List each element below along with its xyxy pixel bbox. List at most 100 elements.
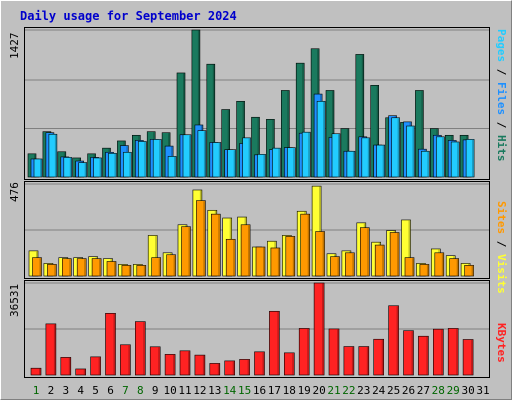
bar-shade <box>39 258 41 276</box>
bar-shade <box>68 357 71 375</box>
bar-shade <box>351 347 354 375</box>
bar-shade <box>113 313 115 375</box>
bar-sites-day-13 <box>211 213 221 277</box>
bar-shade <box>471 265 474 276</box>
bar-shade <box>412 126 414 177</box>
bar-pages-day-1 <box>33 158 43 178</box>
day-label-11: 11 <box>178 384 192 397</box>
bar-shade <box>382 145 385 177</box>
day-label-8: 8 <box>136 384 144 397</box>
bar-kbytes-day-9 <box>149 346 161 376</box>
bar-pages-day-10 <box>167 156 177 178</box>
bar-shade <box>218 142 221 177</box>
bar-kbytes-day-18 <box>283 352 295 376</box>
bar-pages-day-18 <box>286 147 296 178</box>
bar-pages-day-27 <box>421 150 430 178</box>
bar-shade <box>202 355 205 375</box>
bar-kbytes-day-25 <box>388 305 399 376</box>
hits-files-pages-panel <box>24 27 490 180</box>
bar-sites-day-17 <box>270 247 281 277</box>
bar-shade <box>188 351 190 375</box>
bar-pages-day-13 <box>212 142 222 178</box>
bar-shade <box>426 264 429 276</box>
bar-shade <box>421 90 423 177</box>
day-label-9: 9 <box>151 384 159 397</box>
bar-pages-day-23 <box>361 137 371 178</box>
bar-shade <box>412 258 414 276</box>
bot-max-label: 36531 <box>8 283 21 317</box>
bar-shade <box>129 152 131 177</box>
bar-kbytes-day-12 <box>194 354 206 376</box>
bar-shade <box>143 322 145 375</box>
bar-shade <box>292 353 294 375</box>
bar-kbytes-day-2 <box>45 323 57 376</box>
day-label-4: 4 <box>77 384 84 397</box>
bar-sites-day-24 <box>374 244 385 277</box>
day-label-12: 12 <box>193 384 207 397</box>
bar-pages-day-16 <box>257 154 266 178</box>
bar-shade <box>248 225 250 276</box>
bar-shade <box>471 339 473 375</box>
day-label-5: 5 <box>92 384 99 397</box>
bar-sites-day-4 <box>76 258 87 277</box>
bar-sites-day-18 <box>285 236 296 277</box>
bar-shade <box>366 347 369 375</box>
legend-sites: Sites <box>495 201 508 235</box>
bar-sites-day-8 <box>136 265 147 277</box>
bar-shade <box>278 148 280 177</box>
bar-kbytes-day-6 <box>105 312 116 376</box>
bar-sites-day-15 <box>240 224 251 277</box>
bar-pages-day-28 <box>435 136 445 178</box>
bar-shade <box>227 110 230 177</box>
bar-shade <box>307 214 310 276</box>
bar-shade <box>456 259 459 276</box>
bar-shade <box>155 235 157 276</box>
bar-sites-day-29 <box>449 258 460 277</box>
bar-sites-day-30 <box>464 265 474 277</box>
bar-shade <box>381 339 384 375</box>
bar-pages-day-8 <box>138 141 147 178</box>
bar-kbytes-day-7 <box>120 344 131 376</box>
day-label-22: 22 <box>342 384 356 397</box>
bar-kbytes-day-14 <box>224 360 235 376</box>
bar-sites-day-20 <box>315 231 325 277</box>
chart-title: Daily usage for September 2024 <box>20 9 237 23</box>
bar-sites-day-27 <box>419 264 430 277</box>
day-label-21: 21 <box>327 384 341 397</box>
bar-kbytes-day-22 <box>343 346 355 376</box>
legend-files: Files <box>495 82 508 116</box>
bar-shade <box>277 248 280 276</box>
bar-sites-day-10 <box>166 254 176 277</box>
bar-pages-day-22 <box>346 150 356 178</box>
bar-kbytes-day-28 <box>432 328 444 376</box>
bar-sites-day-3 <box>61 258 72 277</box>
kbytes-panel <box>24 280 490 378</box>
bar-sites-day-1 <box>32 257 42 277</box>
day-label-19: 19 <box>297 384 311 397</box>
bar-sites-day-6 <box>106 261 117 277</box>
bar-shade <box>277 311 279 375</box>
bar-shade <box>128 345 130 375</box>
bar-shade <box>83 369 86 375</box>
day-label-18: 18 <box>282 384 296 397</box>
bar-shade <box>39 368 41 375</box>
day-label-13: 13 <box>208 384 222 397</box>
bar-shade <box>257 117 259 177</box>
bar-shade <box>114 262 116 276</box>
bar-kbytes-day-21 <box>328 328 340 376</box>
bar-kbytes-day-11 <box>179 350 191 376</box>
bar-pages-day-7 <box>123 151 132 178</box>
bar-shade <box>233 150 236 177</box>
bar-shade <box>367 138 370 177</box>
bar-shade <box>287 90 289 177</box>
day-label-20: 20 <box>312 384 326 397</box>
bar-shade <box>217 363 220 375</box>
bar-shade <box>337 257 339 276</box>
bar-shade <box>293 148 295 177</box>
bar-shade <box>99 259 101 276</box>
bar-shade <box>367 228 369 276</box>
bar-sites-day-12 <box>196 200 206 277</box>
bar-shade <box>322 283 324 375</box>
bar-pages-day-2 <box>48 133 58 178</box>
